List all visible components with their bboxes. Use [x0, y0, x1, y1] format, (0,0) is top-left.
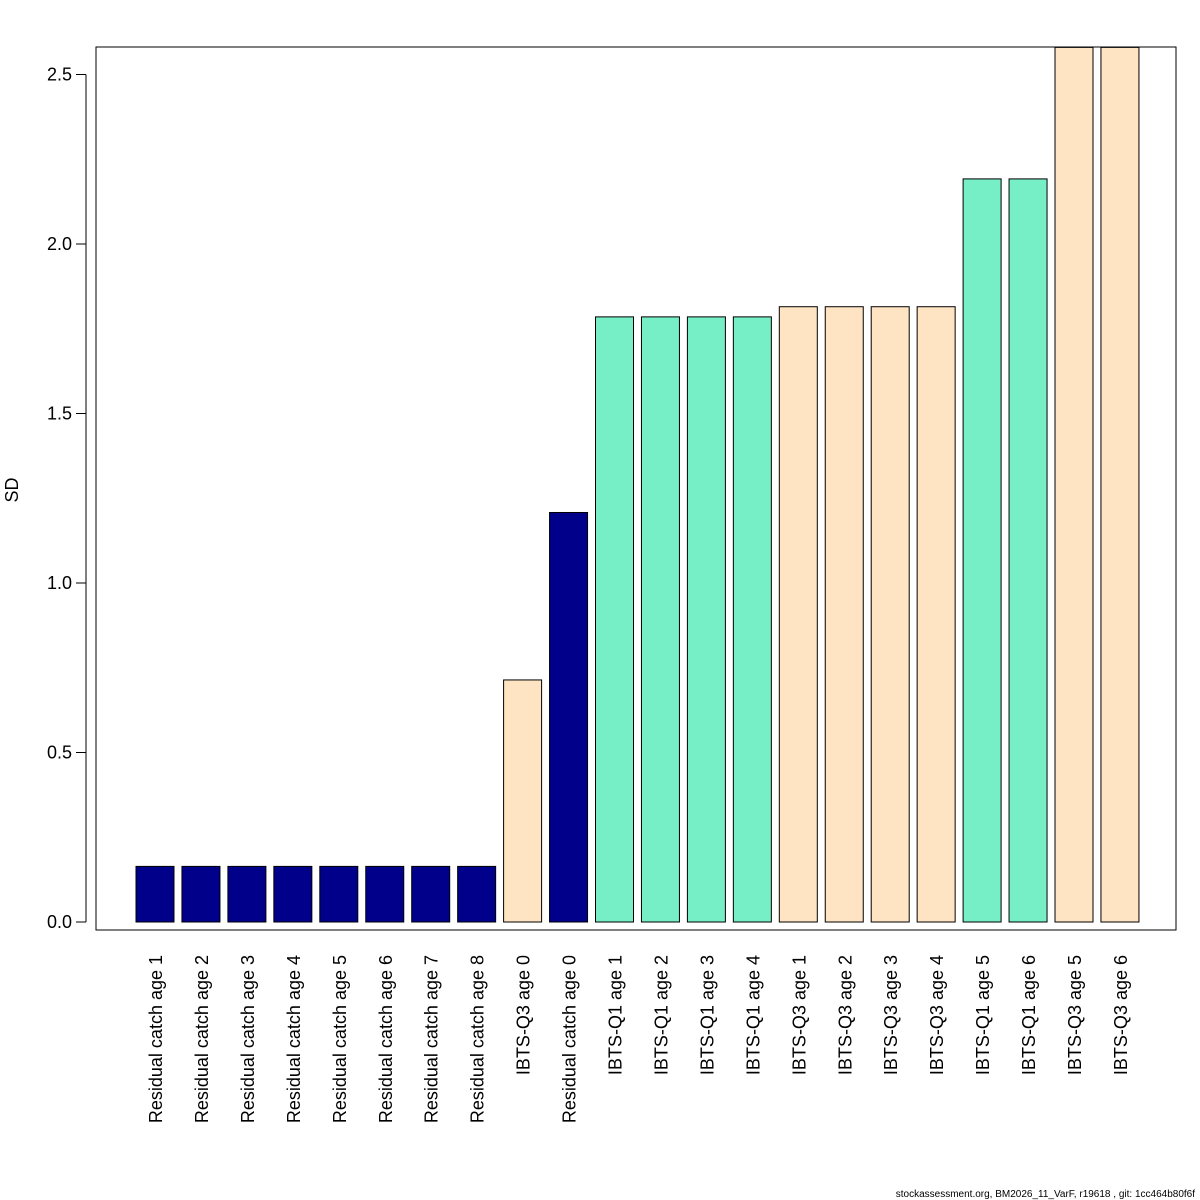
bar: [273, 865, 313, 923]
bar: [778, 306, 818, 923]
bar: [595, 316, 634, 923]
bar: [870, 306, 910, 923]
bar: [365, 865, 405, 923]
x-tick-label: Residual catch age 4: [284, 955, 304, 1123]
bar: [1054, 46, 1094, 923]
y-tick-label: 2.0: [47, 234, 72, 254]
footer-note: stockassessment.org, BM2026_11_VarF, r19…: [896, 1189, 1195, 1200]
x-tick-label: Residual catch age 8: [468, 955, 488, 1123]
x-tick-label: IBTS-Q1 age 4: [743, 955, 763, 1075]
y-tick-label: 0.5: [47, 743, 72, 763]
plot-frame: [95, 46, 1177, 931]
x-tick-label: Residual catch age 2: [192, 955, 212, 1123]
bar: [962, 178, 1002, 923]
y-axis-title: SD: [2, 477, 22, 502]
x-tick-label: IBTS-Q3 age 6: [1111, 955, 1131, 1075]
y-tick-label: 1.0: [47, 573, 72, 593]
bar: [135, 865, 175, 923]
bar: [549, 511, 589, 923]
x-tick-label: IBTS-Q3 age 0: [514, 955, 534, 1075]
x-tick-label: Residual catch age 6: [376, 955, 396, 1123]
y-tick-label: 2.5: [47, 65, 72, 85]
x-tick-label: IBTS-Q1 age 3: [697, 955, 717, 1075]
y-tick-label: 0.0: [47, 912, 72, 932]
bar: [319, 865, 359, 923]
x-tick-label: IBTS-Q1 age 1: [606, 955, 626, 1075]
bar: [732, 316, 772, 923]
bar: [1008, 178, 1048, 923]
bar: [824, 306, 864, 923]
bar: [503, 679, 543, 923]
bar: [686, 316, 726, 923]
x-tick-label: IBTS-Q3 age 2: [835, 955, 855, 1075]
x-tick-label: IBTS-Q3 age 5: [1065, 955, 1085, 1075]
bars-group: [135, 46, 1140, 923]
bar: [457, 865, 497, 923]
bar: [411, 865, 451, 923]
x-tick-label: IBTS-Q3 age 1: [789, 955, 809, 1075]
x-axis-labels: Residual catch age 1 Residual catch age 2…: [146, 955, 1131, 1123]
x-tick-label: IBTS-Q1 age 6: [1019, 955, 1039, 1075]
x-tick-label: Residual catch age 7: [422, 955, 442, 1123]
x-tick-label: IBTS-Q3 age 4: [927, 955, 947, 1075]
y-axis: 0.0 0.5 1.0 1.5 2.0 2.5: [47, 65, 87, 932]
y-tick-label: 1.5: [47, 404, 72, 424]
x-tick-label: IBTS-Q1 age 5: [973, 955, 993, 1075]
x-tick-label: Residual catch age 0: [560, 955, 580, 1123]
x-tick-label: IBTS-Q3 age 3: [881, 955, 901, 1075]
bar: [916, 306, 956, 923]
x-tick-label: Residual catch age 1: [146, 955, 166, 1123]
x-tick-label: Residual catch age 5: [330, 955, 350, 1123]
bar: [640, 316, 680, 923]
x-tick-label: Residual catch age 3: [238, 955, 258, 1123]
bar: [1100, 46, 1140, 923]
bar: [181, 865, 221, 923]
x-tick-label: IBTS-Q1 age 2: [651, 955, 671, 1075]
bar: [227, 865, 267, 923]
